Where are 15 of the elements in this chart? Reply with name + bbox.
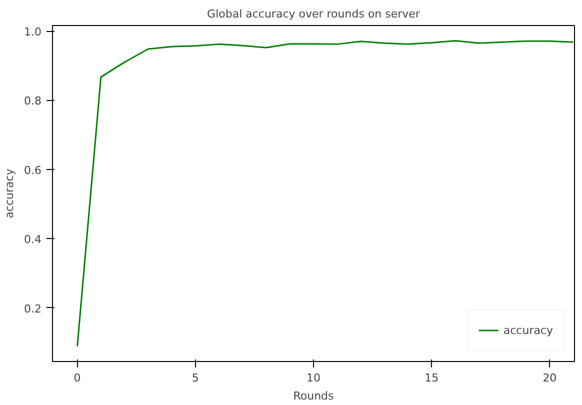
y-tick-label: 0.8 [24, 94, 42, 108]
y-tick-label: 1.0 [24, 26, 42, 39]
line-series [76, 40, 574, 348]
legend-label: accuracy [503, 324, 553, 336]
chart-title: Global accuracy over rounds on server [207, 8, 420, 20]
y-axis-title: accuracy [3, 168, 16, 218]
y-tick-label: 0.2 [24, 302, 42, 316]
x-tick-label: 0 [74, 372, 81, 384]
y-tick-label: 0.6 [24, 164, 42, 177]
x-tick-label: 20 [542, 372, 557, 384]
x-tick-label: 5 [192, 372, 199, 384]
x-tick-label: 10 [306, 372, 320, 384]
y-tick-label: 0.4 [24, 233, 42, 246]
x-axis-title: Rounds [293, 390, 334, 402]
x-tick-label: 15 [424, 372, 439, 384]
